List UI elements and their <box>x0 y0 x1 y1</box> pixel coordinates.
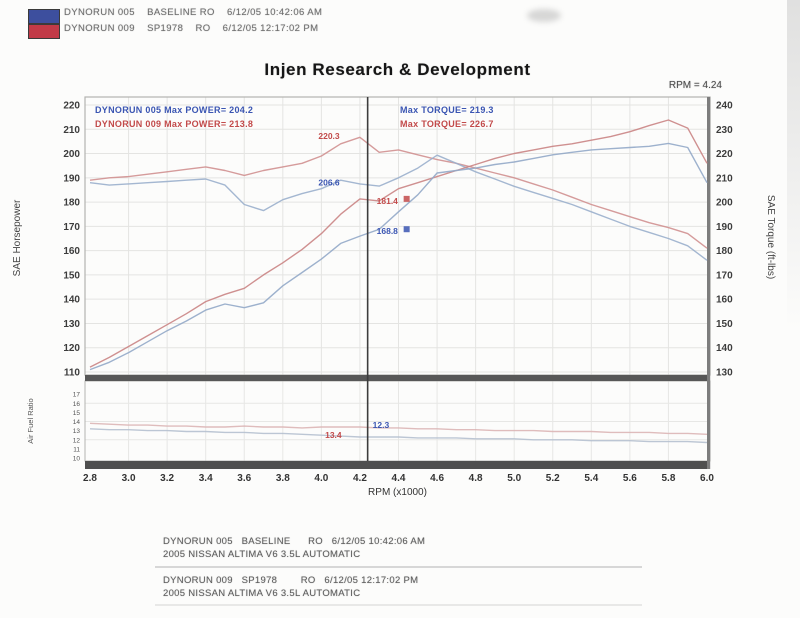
callout-181.4: 181.4 <box>377 196 399 206</box>
scan-smudge-artifact <box>527 9 561 22</box>
hp-tick-label: 220 <box>63 101 80 112</box>
x-tick-label: 5.0 <box>507 473 521 484</box>
legend-power-entry: DYNORUN 005 Max POWER= 204.2 <box>95 105 253 115</box>
torque-tick-label: 150 <box>716 319 733 330</box>
legend-torque-entry: Max TORQUE= 226.7 <box>400 119 494 129</box>
footer-divider <box>155 566 642 568</box>
series-dynorun-009-torque <box>89 136 708 249</box>
x-tick-label: 3.4 <box>199 473 213 484</box>
legend-torque-entry: Max TORQUE= 219.3 <box>400 105 494 115</box>
hp-tick-label: 210 <box>63 125 80 136</box>
torque-tick-label: 170 <box>716 270 733 281</box>
page-title: Injen Research & Development <box>264 60 531 79</box>
series-dynorun-005-power <box>89 142 708 371</box>
x-tick-label: 5.8 <box>661 473 675 484</box>
hp-tick-label: 110 <box>64 368 81 379</box>
torque-tick-label: 240 <box>716 101 733 112</box>
x-tick-label: 5.2 <box>546 473 560 484</box>
torque-tick-label: 220 <box>716 149 733 160</box>
run2-color-swatch <box>28 24 60 39</box>
run1-color-swatch <box>28 9 60 24</box>
footer-run1-line1: DYNORUN 005 BASELINE RO 6/12/05 10:42:06… <box>163 536 426 547</box>
torque-tick-label: 230 <box>716 125 733 136</box>
x-tick-label: 6.0 <box>700 473 714 484</box>
footer-divider-2 <box>155 604 642 606</box>
header-run2-info: DYNORUN 009 SP1978 RO 6/12/05 12:17:02 P… <box>64 23 319 34</box>
legend-power-entry: DYNORUN 009 Max POWER= 213.8 <box>95 119 253 129</box>
callout-168.8: 168.8 <box>377 226 399 236</box>
x-tick-label: 3.8 <box>276 473 290 484</box>
hp-tick-label: 120 <box>63 343 80 354</box>
footer-run1-line2: 2005 NISSAN ALTIMA V6 3.5L AUTOMATIC <box>163 549 361 560</box>
hp-axis-title: SAE Horsepower <box>12 199 23 276</box>
hp-tick-label: 170 <box>63 222 80 233</box>
header-run1-info: DYNORUN 005 BASELINE RO 6/12/05 10:42:06… <box>64 7 323 18</box>
torque-tick-label: 190 <box>716 222 733 233</box>
hp-tick-label: 130 <box>63 319 80 330</box>
x-tick-label: 4.4 <box>392 473 406 484</box>
afr-tick-label: 11 <box>73 446 80 453</box>
afr-axis-title: Air Fuel Ratio <box>26 398 35 443</box>
callout-marker <box>403 226 410 233</box>
x-tick-label: 4.6 <box>430 473 444 484</box>
torque-tick-label: 130 <box>716 368 733 379</box>
series-dynorun-005-afr <box>89 428 708 444</box>
x-axis-bar <box>85 461 710 469</box>
torque-axis-title: SAE Torque (ft-lbs) <box>765 195 776 279</box>
x-tick-label: 5.4 <box>584 473 598 484</box>
footer-run2-line1: DYNORUN 009 SP1978 RO 6/12/05 12:17:02 P… <box>163 575 419 586</box>
x-tick-label: 4.2 <box>353 473 367 484</box>
callout-220.3: 220.3 <box>318 131 340 141</box>
footer-run2-line2: 2005 NISSAN ALTIMA V6 3.5L AUTOMATIC <box>163 588 361 599</box>
scan-edge-artifact <box>787 0 800 330</box>
callout-206.6: 206.6 <box>318 178 340 188</box>
callout-12.3: 12.3 <box>373 420 390 430</box>
afr-tick-label: 15 <box>73 410 81 417</box>
hp-tick-label: 160 <box>63 246 80 257</box>
series-dynorun-009-power <box>89 119 708 368</box>
dyno-chart: 220 210 200 190 180 170 160 150 140 130 120 110 240 2… <box>12 96 776 498</box>
cursor-rpm-readout: RPM = 4.24 <box>668 80 722 91</box>
right-border-bar <box>707 97 711 469</box>
torque-tick-label: 140 <box>716 343 733 354</box>
afr-tick-label: 10 <box>73 456 81 463</box>
callout-marker <box>403 195 410 202</box>
hp-tick-label: 150 <box>63 270 80 281</box>
torque-tick-label: 180 <box>716 246 733 257</box>
hp-tick-label: 180 <box>63 198 80 209</box>
x-tick-label: 3.6 <box>237 473 251 484</box>
x-tick-label: 4.8 <box>469 473 483 484</box>
callout-13.4: 13.4 <box>325 430 342 440</box>
afr-tick-label: 13 <box>73 428 81 435</box>
afr-tick-label: 16 <box>73 401 81 408</box>
torque-tick-label: 200 <box>716 198 733 209</box>
x-tick-label: 3.2 <box>160 473 174 484</box>
panel-separator-bar <box>85 375 710 381</box>
afr-tick-label: 17 <box>73 392 81 399</box>
x-tick-label: 3.0 <box>122 473 136 484</box>
hp-tick-label: 190 <box>63 173 80 184</box>
series-dynorun-009-afr <box>89 422 708 435</box>
torque-tick-label: 210 <box>716 173 733 184</box>
afr-tick-label: 12 <box>73 437 81 444</box>
afr-tick-label: 14 <box>73 419 81 426</box>
hp-tick-label: 200 <box>63 149 80 160</box>
x-tick-label: 2.8 <box>83 473 97 484</box>
hp-tick-label: 140 <box>63 295 80 306</box>
x-axis-title: RPM (x1000) <box>368 487 427 498</box>
x-tick-label: 5.6 <box>623 473 637 484</box>
x-tick-label: 4.0 <box>314 473 328 484</box>
torque-tick-label: 160 <box>716 295 733 306</box>
series-dynorun-005-torque <box>89 154 708 261</box>
